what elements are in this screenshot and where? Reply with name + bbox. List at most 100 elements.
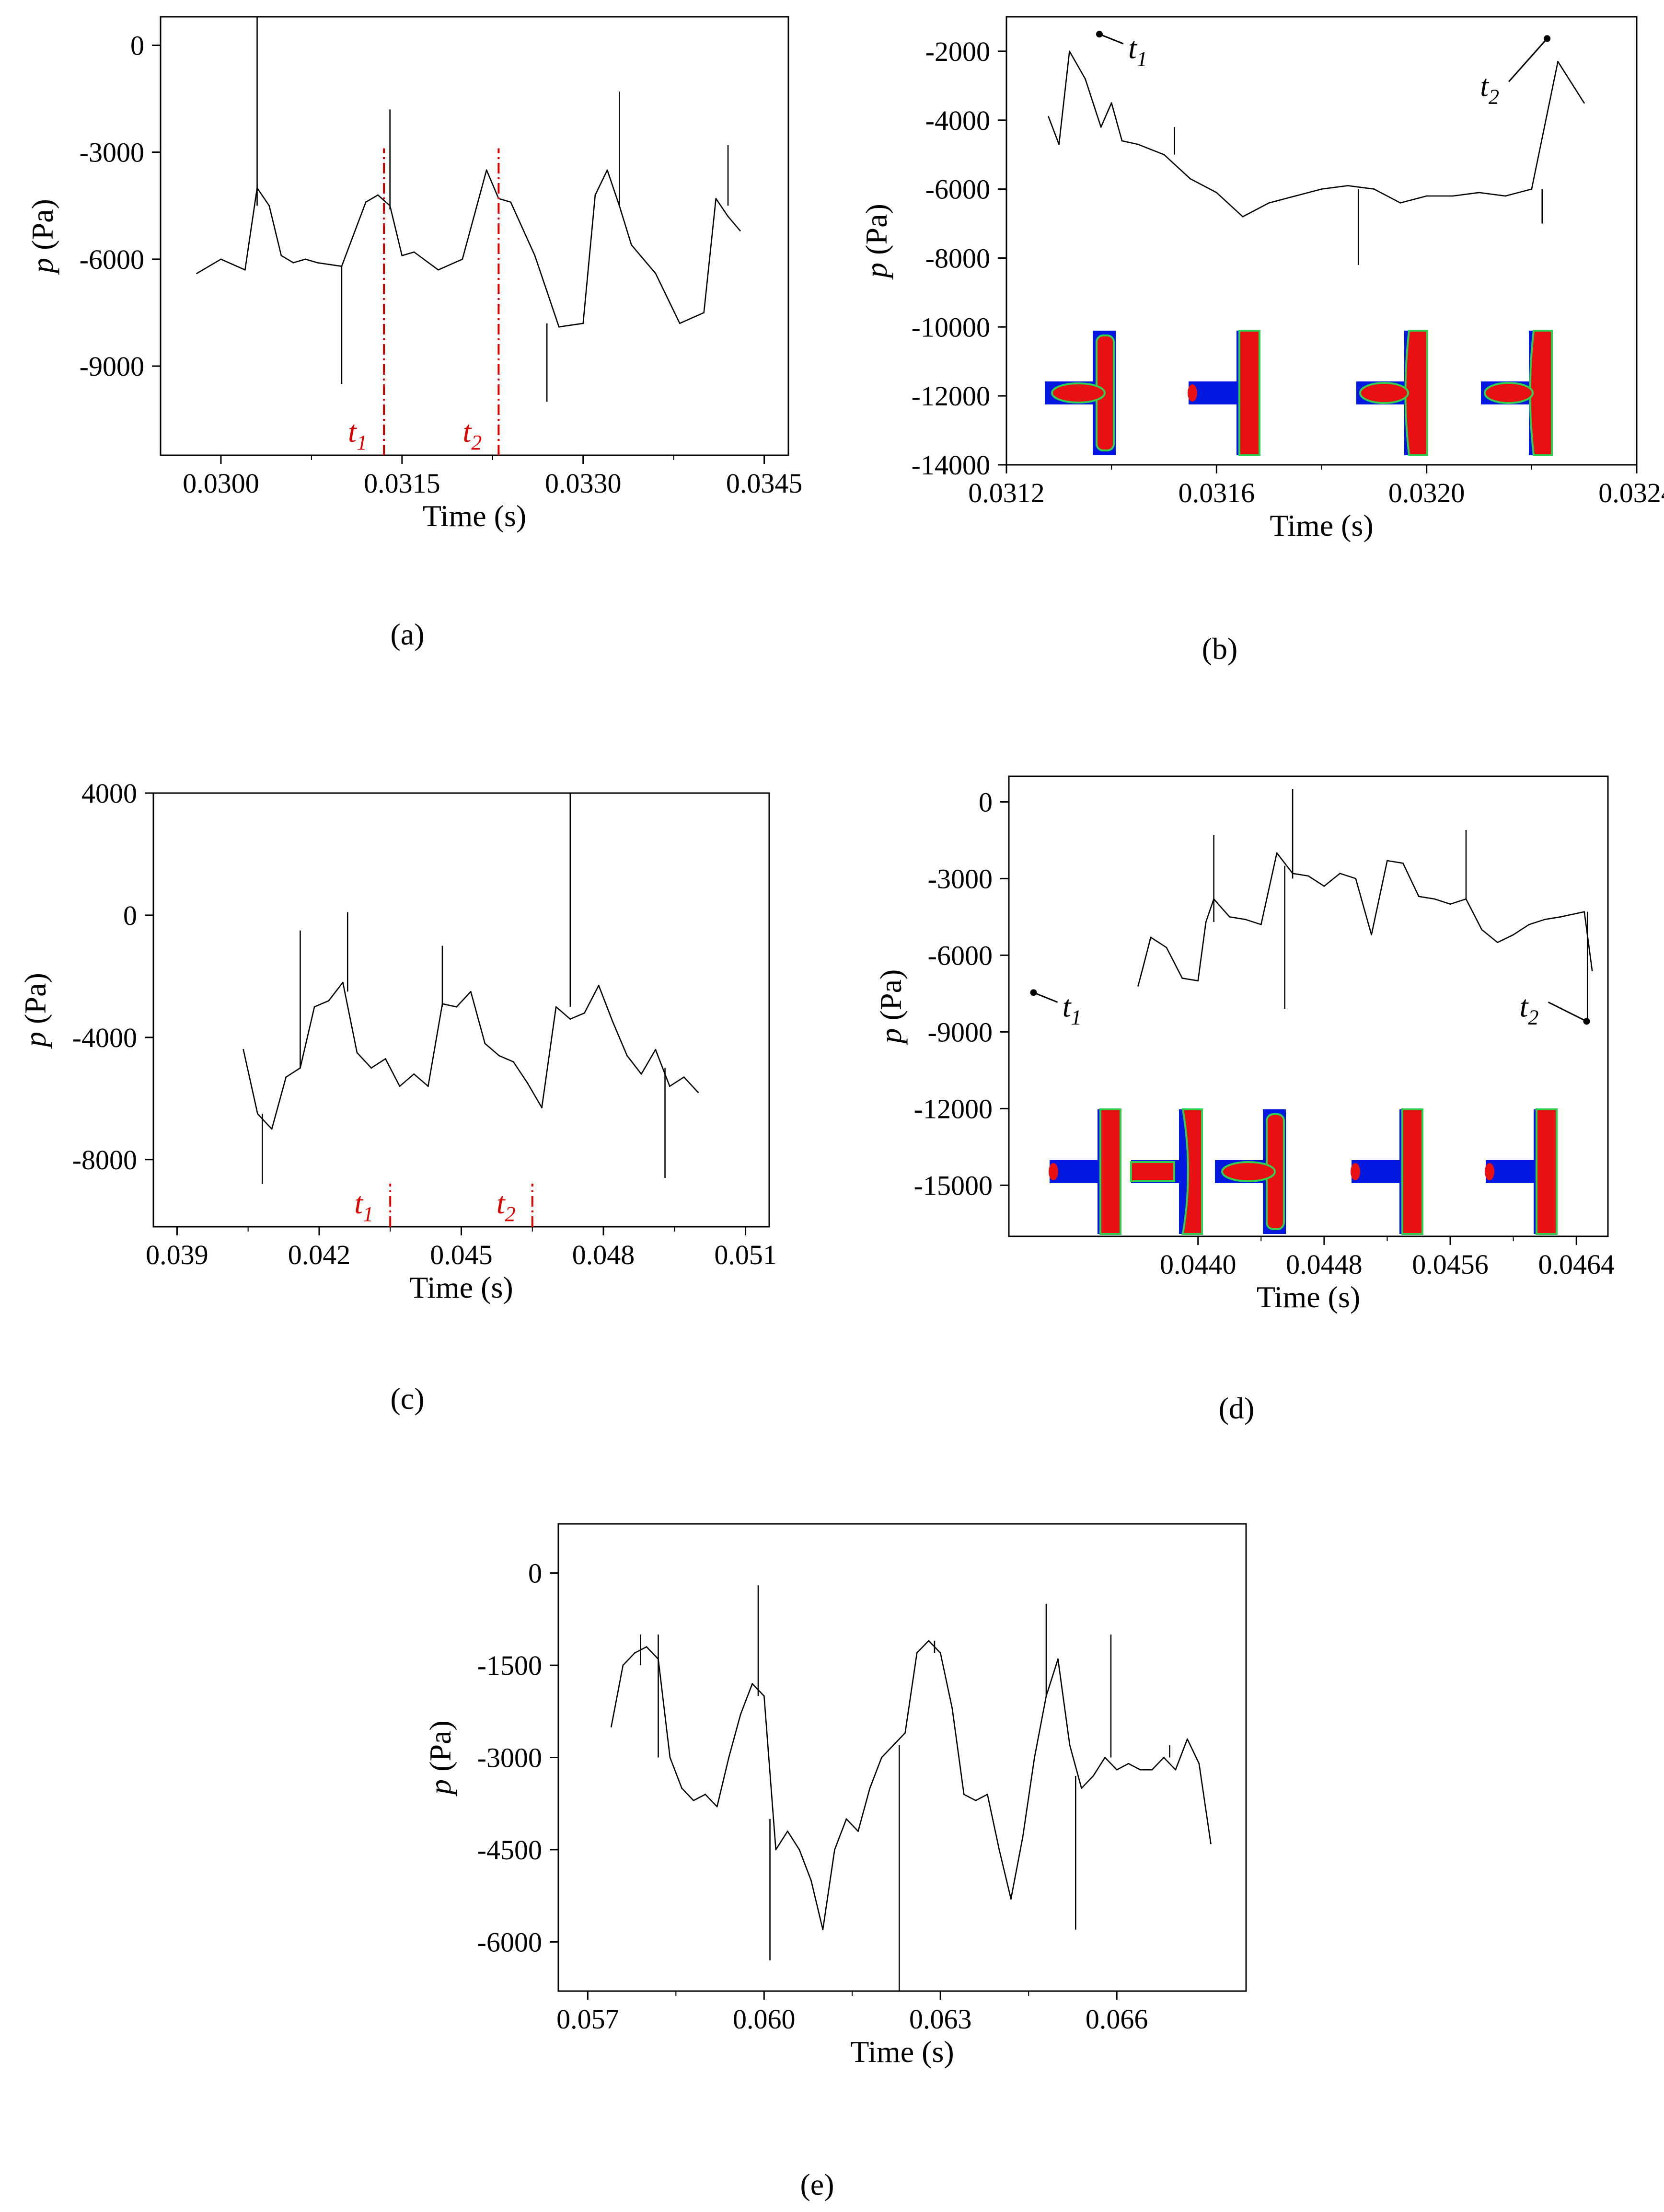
annotation-subscript: 1 xyxy=(1071,1005,1081,1029)
x-axis-label: Time (s) xyxy=(850,2035,954,2069)
data-point xyxy=(626,1055,628,1057)
data-point xyxy=(342,981,344,983)
chart-b: 0.0312 0.0316 0.0320 0.0324 -2000 -4000 -6000 -… xyxy=(859,16,1664,542)
data-point xyxy=(370,1067,372,1069)
y-tick-label: -2000 xyxy=(925,36,990,67)
inset-liquid xyxy=(1181,1108,1203,1235)
arrow-head xyxy=(1544,35,1551,42)
data-point xyxy=(292,262,294,264)
data-point xyxy=(485,169,487,171)
marker-label: t2 xyxy=(462,415,482,454)
data-point xyxy=(280,255,282,256)
inset-slug xyxy=(1484,382,1534,404)
data-point xyxy=(1139,1769,1141,1771)
data-point xyxy=(328,1000,330,1002)
phase-inset-b-1 xyxy=(1045,331,1116,455)
y-axis-unit: (Pa) xyxy=(423,1720,457,1779)
data-point xyxy=(584,1012,585,1014)
x-tick-label: 0.048 xyxy=(572,1239,635,1270)
pressure-series-a xyxy=(196,169,741,328)
y-tick-label: -3000 xyxy=(477,1742,542,1774)
data-point xyxy=(1528,923,1530,925)
data-point xyxy=(951,1707,953,1709)
y-axis-variable: p xyxy=(423,1779,457,1797)
data-point xyxy=(1307,875,1309,877)
data-point xyxy=(196,273,197,275)
data-point xyxy=(243,1048,244,1050)
marker-label: t1 xyxy=(354,1186,373,1226)
y-tick-label: -3000 xyxy=(928,863,993,894)
x-tick-label: 0.039 xyxy=(146,1239,208,1270)
data-point xyxy=(1426,195,1428,197)
data-point xyxy=(1084,78,1086,80)
data-point xyxy=(1504,195,1506,197)
data-point xyxy=(427,1085,429,1087)
annotation-label: t1 xyxy=(1128,31,1147,70)
data-point xyxy=(740,1714,741,1716)
arrow-head xyxy=(1030,989,1037,996)
phase-inset-b-3 xyxy=(1356,330,1428,456)
x-tick-label: 0.0456 xyxy=(1412,1249,1489,1280)
data-point xyxy=(1197,980,1199,982)
data-point xyxy=(484,1043,486,1045)
data-point xyxy=(916,1652,918,1654)
data-point xyxy=(1128,1763,1130,1764)
data-point xyxy=(1347,185,1349,186)
phase-inset-b-2 xyxy=(1188,330,1260,456)
data-point xyxy=(541,1107,543,1108)
inset-slug xyxy=(1359,382,1409,404)
x-axis-label: Time (s) xyxy=(1270,508,1373,542)
data-point xyxy=(510,201,511,203)
data-point xyxy=(693,1799,694,1801)
data-point xyxy=(1034,1757,1035,1758)
data-point xyxy=(498,1055,500,1057)
data-point xyxy=(892,1744,894,1746)
data-point xyxy=(438,269,439,271)
data-point xyxy=(257,1113,258,1115)
inset-liquid xyxy=(1404,330,1428,456)
annotation-arrow xyxy=(1508,38,1548,82)
x-tick-label: 0.0312 xyxy=(968,477,1045,508)
chart-c: 0.039 0.042 0.045 0.048 0.051 4000 0 -4000 -8000… xyxy=(18,778,777,1304)
data-point xyxy=(939,1652,941,1654)
y-tick-label: -3000 xyxy=(80,137,144,168)
data-point xyxy=(1175,1769,1177,1771)
marker-subscript: 2 xyxy=(471,431,482,454)
data-point xyxy=(655,273,657,275)
data-point xyxy=(1121,140,1123,142)
data-point xyxy=(558,326,560,328)
data-point xyxy=(1321,188,1322,190)
data-point xyxy=(963,1794,965,1795)
data-point xyxy=(904,1732,906,1734)
data-point xyxy=(1583,102,1585,104)
data-point xyxy=(1116,1769,1118,1771)
data-point xyxy=(669,1085,670,1087)
chart-d: 0.0440 0.0448 0.0456 0.0464 0 -3000 -6000 -9000… xyxy=(874,775,1615,1314)
y-tick-label: -12000 xyxy=(914,1093,993,1124)
y-tick-label: -8000 xyxy=(925,242,990,274)
y-tick-label: 4000 xyxy=(81,778,137,809)
data-point xyxy=(1215,192,1217,194)
y-tick-label: -9000 xyxy=(928,1016,993,1048)
data-point xyxy=(1048,116,1050,117)
data-point xyxy=(679,323,681,324)
y-axis-unit: (Pa) xyxy=(25,199,59,258)
y-axis-label: p (Pa) xyxy=(874,969,908,1046)
data-point xyxy=(1210,1843,1212,1844)
annotation-letter: t xyxy=(1128,31,1138,65)
data-point xyxy=(751,1683,753,1684)
data-point xyxy=(413,1073,415,1075)
annotation-label: t2 xyxy=(1480,69,1499,108)
data-point xyxy=(1022,1836,1024,1838)
plot-frame xyxy=(152,792,770,1228)
phase-inset-d-1 xyxy=(1049,1108,1121,1235)
x-tick-label: 0.066 xyxy=(1086,2004,1148,2035)
data-point xyxy=(622,1664,624,1666)
marker-subscript: 2 xyxy=(505,1202,516,1226)
data-point xyxy=(1260,923,1262,925)
data-point xyxy=(646,1646,647,1647)
data-point xyxy=(399,1085,401,1087)
data-point xyxy=(1371,934,1372,936)
data-point xyxy=(1513,934,1514,936)
